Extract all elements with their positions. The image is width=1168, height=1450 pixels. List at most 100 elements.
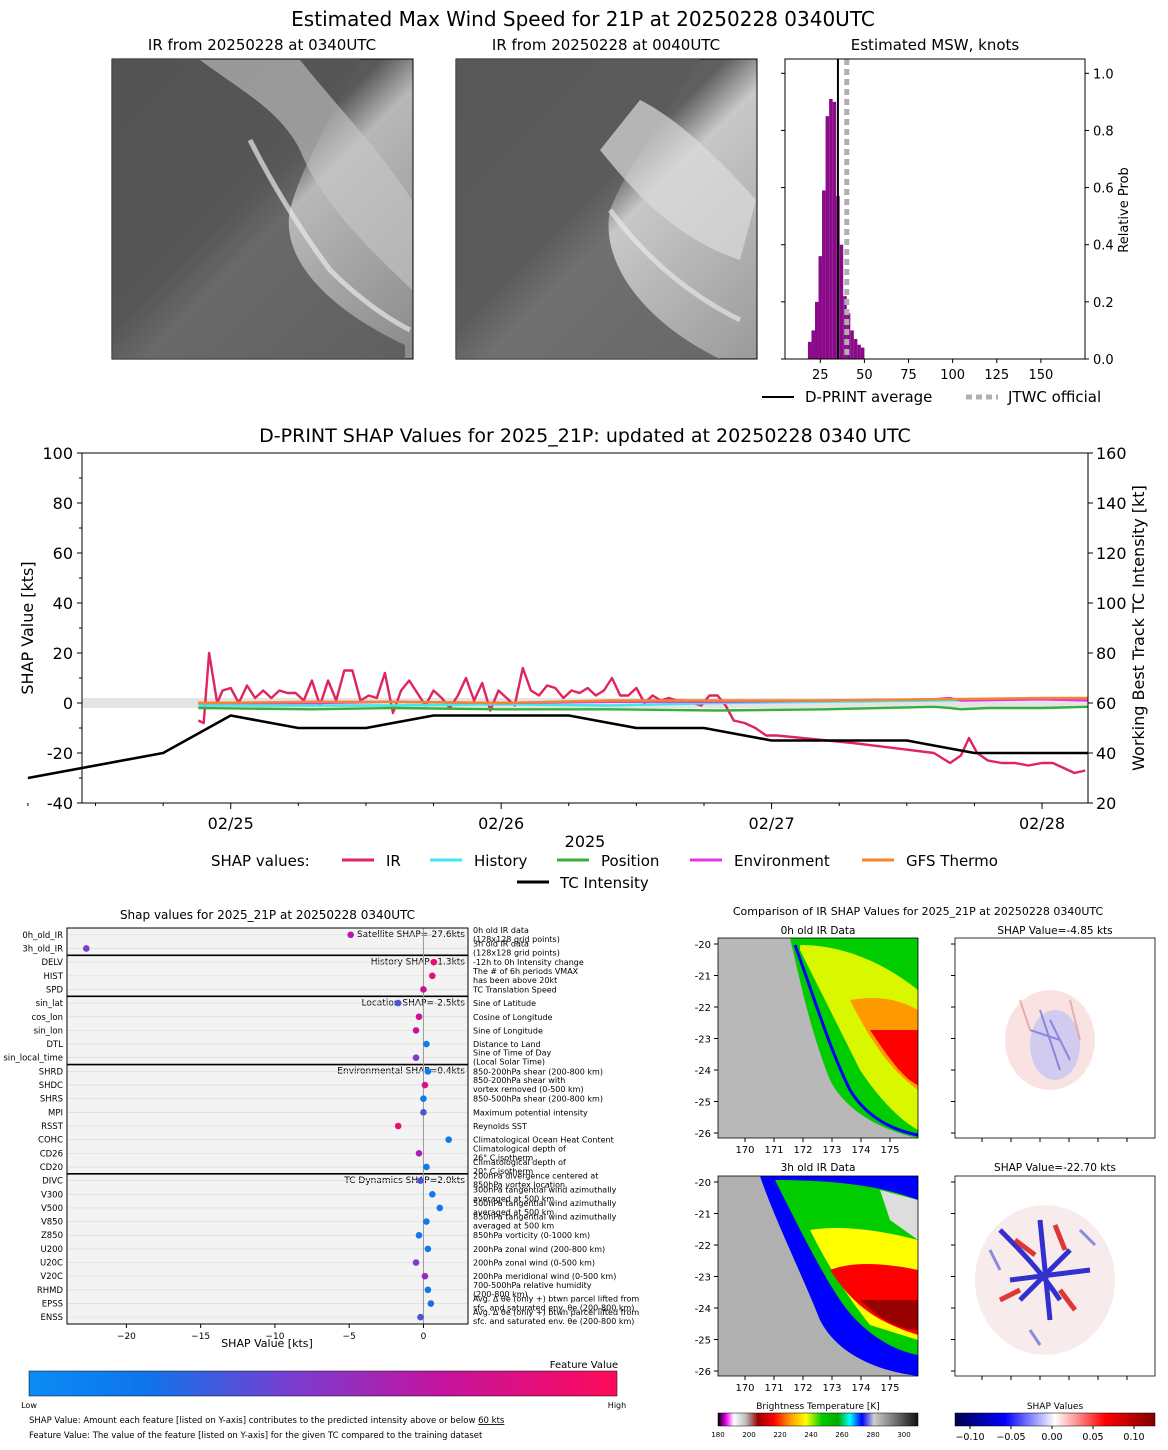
comparison-title: Comparison of IR SHAP Values for 2025_21… xyxy=(733,905,1104,918)
ir-shap-comparison: Comparison of IR SHAP Values for 2025_21… xyxy=(695,905,1156,1443)
shap-colorbar-label: SHAP Values xyxy=(1027,1402,1084,1412)
feature-description: 850-200hPa shear (200-800 km) xyxy=(473,1067,603,1076)
feature-description: TC Translation Speed xyxy=(472,985,557,994)
feature-name: HIST xyxy=(44,972,64,982)
bt-tick-label: 300 xyxy=(897,1431,910,1439)
feature-name: SHDC xyxy=(39,1081,63,1091)
feature-point xyxy=(429,972,436,980)
feature-point xyxy=(436,1204,444,1212)
feature-point xyxy=(394,999,402,1007)
feature-point xyxy=(394,1122,402,1130)
feature-name: V300 xyxy=(41,1190,63,1200)
feature-point xyxy=(424,1068,432,1075)
feature-name: cos_lon xyxy=(31,1013,63,1023)
feature-description: (128x128 grid points) xyxy=(473,948,560,957)
ir-prev-title: IR from 20250228 at 0040UTC xyxy=(492,36,720,54)
feature-name: sin_lat xyxy=(36,999,64,1009)
y-tick-label: 0.0 xyxy=(1093,353,1114,368)
feature-name: 3h_old_IR xyxy=(22,944,63,954)
feature-name: DIVC xyxy=(42,1177,63,1187)
y-tick-label: 60 xyxy=(53,544,73,563)
feature-description: Sine of Latitude xyxy=(473,999,536,1008)
y-tick-label: 1.0 xyxy=(1093,67,1114,82)
feature-description: 200hPa zonal wind (200-800 km) xyxy=(473,1245,605,1254)
feature-point xyxy=(421,1272,429,1280)
y-tick-label: 80 xyxy=(53,494,73,513)
map-x-tick-label: 175 xyxy=(880,1383,899,1394)
feature-description: Reynolds SST xyxy=(473,1122,527,1131)
ir-0h-map xyxy=(717,937,919,1139)
feature-point xyxy=(412,1054,420,1062)
x-tick-label: 02/26 xyxy=(478,814,524,833)
page-title: Estimated Max Wind Speed for 21P at 2025… xyxy=(291,7,875,31)
histogram-bar xyxy=(818,256,823,359)
legend-label-tc: TC Intensity xyxy=(559,874,649,892)
msw-axes-frame xyxy=(784,58,1086,360)
feature-name: RHMD xyxy=(37,1286,64,1296)
feature-plot-title: Shap values for 2025_21P at 20250228 034… xyxy=(120,908,415,922)
bt-colorbar xyxy=(717,1412,919,1427)
x-tick-label: 100 xyxy=(940,368,965,383)
feature-point xyxy=(424,1286,432,1294)
histogram-bar xyxy=(811,330,815,359)
legend-dprint-label: D-PRINT average xyxy=(805,388,932,406)
feature-point xyxy=(430,958,438,966)
footnote-feature: Feature Value: The value of the feature … xyxy=(29,1431,483,1441)
feature-value-title: Feature Value xyxy=(550,1360,618,1371)
x-tick-label: 02/25 xyxy=(208,814,254,833)
feature-description: Climatological depth of xyxy=(473,1158,566,1167)
legend-jtwc-label: JTWC official xyxy=(1007,388,1101,406)
feature-description: averaged at 500 km xyxy=(473,1222,554,1231)
series-line-tc xyxy=(27,714,1088,780)
feature-name: EPSS xyxy=(42,1300,63,1310)
map-x-tick-label: 173 xyxy=(822,1383,841,1394)
histogram-bar xyxy=(822,190,826,359)
y2-tick-label: 80 xyxy=(1096,644,1116,663)
panel-title-0h-shap: SHAP Value=-4.85 kts xyxy=(997,925,1112,937)
map-y-tick-label: -25 xyxy=(695,1336,711,1347)
feature-description: 0h old IR data xyxy=(473,926,529,935)
feature-description: Avg. Δ θe (only +) btwn parcel lifted fr… xyxy=(473,1308,639,1317)
map-y-tick-label: -26 xyxy=(695,1367,711,1378)
msw-ylabel: Relative Prob xyxy=(1117,167,1132,252)
feature-point xyxy=(415,1013,423,1021)
feature-description: (128x128 grid points) xyxy=(473,935,560,944)
histogram-bar xyxy=(857,344,861,359)
x-tick-label: −15 xyxy=(191,1332,210,1342)
feature-point xyxy=(424,1245,432,1253)
y2-tick-label: 120 xyxy=(1096,544,1127,563)
feature-name: sin_local_time xyxy=(3,1054,63,1064)
y2-tick-label: 100 xyxy=(1096,594,1127,613)
map-y-tick-label: -24 xyxy=(695,1304,711,1315)
histogram-bar xyxy=(829,99,833,359)
bt-tick-label: 220 xyxy=(773,1431,786,1439)
legend-label-gfs: GFS Thermo xyxy=(906,852,998,870)
feature-description: Maximum potential intensity xyxy=(473,1108,588,1117)
y-tick-label: -40 xyxy=(47,794,73,813)
feature-description: 850hPa tangential wind azimuthally xyxy=(473,1213,617,1222)
y2-tick-label: 40 xyxy=(1096,744,1116,763)
map-y-tick-label: -21 xyxy=(695,972,711,983)
feature-name: CD20 xyxy=(40,1163,63,1173)
feature-colorbar xyxy=(28,1370,618,1397)
histogram-bar xyxy=(853,339,858,359)
feature-description: 850-500hPa shear (200-800 km) xyxy=(473,1095,603,1104)
bt-tick-label: 180 xyxy=(711,1431,724,1439)
map-x-tick-label: 172 xyxy=(793,1145,812,1156)
histogram-bar xyxy=(832,101,837,359)
feature-description: (200-800 km) xyxy=(473,1290,528,1299)
map-x-tick-label: 174 xyxy=(851,1383,870,1394)
feature-description: 850hPa vorticity (0-1000 km) xyxy=(473,1231,590,1240)
x-tick-label: 02/28 xyxy=(1019,814,1065,833)
shap-tick-label: 0.05 xyxy=(1082,1432,1103,1443)
footnote-shap-threshold: 60 kts xyxy=(478,1416,505,1426)
feature-description: 3h old IR data xyxy=(473,939,529,948)
ir-now-image xyxy=(111,58,414,360)
histogram-bar xyxy=(843,296,847,359)
timeseries-y2label: Working Best Track TC Intensity [kt] xyxy=(1129,485,1148,771)
feature-point xyxy=(445,1136,452,1143)
histogram-bar xyxy=(815,301,819,359)
feature-name: V20C xyxy=(40,1272,63,1282)
x-tick-label: −10 xyxy=(265,1332,284,1342)
ir-prev-image xyxy=(455,58,758,360)
